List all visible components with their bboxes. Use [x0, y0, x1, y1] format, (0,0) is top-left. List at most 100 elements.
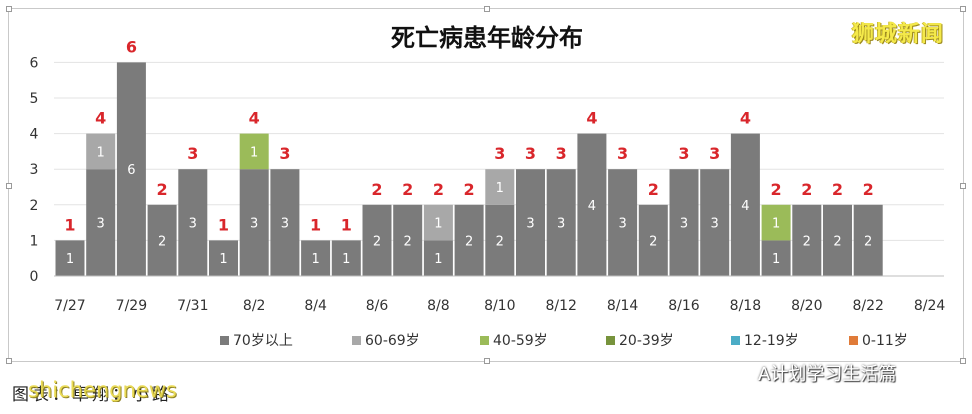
- bar-segment: [454, 204, 484, 276]
- resize-handle-bottom[interactable]: [484, 358, 490, 364]
- total-value-label: 3: [279, 144, 290, 163]
- resize-handle-top-left[interactable]: [6, 6, 12, 12]
- segment-value-label: 3: [281, 217, 289, 232]
- y-tick-label: 1: [30, 233, 39, 249]
- total-value-label: 2: [157, 180, 168, 199]
- bar-segment: [423, 240, 453, 276]
- segment-value-label: 1: [311, 252, 319, 267]
- bar-segment: [485, 169, 515, 205]
- total-value-label: 4: [586, 109, 597, 128]
- x-tick-label: 8/2: [243, 298, 266, 314]
- y-tick-label: 5: [30, 91, 39, 107]
- bar-segment: [86, 169, 116, 276]
- bar-segment: [669, 169, 699, 276]
- chart-caption: 图表：卓翔：小路: [12, 385, 172, 405]
- bar-segment: [853, 204, 883, 276]
- resize-handle-bottom-left[interactable]: [6, 358, 12, 364]
- total-value-label: 3: [678, 144, 689, 163]
- bar-segment: [516, 169, 545, 276]
- bar-segment: [761, 204, 791, 241]
- watermark-english: shichengnews: [28, 378, 177, 402]
- segment-value-label: 2: [158, 234, 166, 249]
- legend-swatch: [849, 336, 858, 345]
- segment-value-label: 1: [434, 217, 442, 232]
- segment-value-label: 1: [772, 217, 780, 232]
- segment-value-label: 1: [434, 252, 442, 267]
- bar-segment: [730, 133, 760, 276]
- segment-value-label: 1: [219, 252, 227, 267]
- bar-segment: [546, 169, 576, 276]
- x-tick-label: 8/12: [545, 298, 576, 314]
- total-value-label: 2: [863, 180, 874, 199]
- y-axis: 0 1 2 3 4 5 6: [30, 55, 39, 285]
- segment-value-label: 1: [772, 252, 780, 267]
- total-value-label: 3: [525, 144, 536, 163]
- x-tick-label: 8/20: [791, 298, 822, 314]
- bar-segment: [761, 240, 791, 276]
- x-tick-label: 8/8: [427, 298, 450, 314]
- bar-segment: [147, 204, 177, 276]
- bar-segment: [638, 204, 668, 276]
- bar-segment: [209, 240, 238, 276]
- watermark-logo: 狮城新闻: [852, 22, 945, 47]
- resize-handle-top-right[interactable]: [960, 6, 966, 12]
- bar-segment: [239, 133, 269, 170]
- total-value-label: 3: [494, 144, 505, 163]
- bar-segment: [331, 240, 361, 276]
- x-tick-label: 8/18: [730, 298, 761, 314]
- segment-value-label: 3: [526, 217, 534, 232]
- bar-segment: [423, 204, 453, 241]
- bar-segment: [823, 204, 852, 276]
- bar-segment: [577, 133, 607, 276]
- resize-handle-top[interactable]: [484, 6, 490, 12]
- total-value-label: 3: [556, 144, 567, 163]
- legend-label: 70岁以上: [233, 333, 293, 349]
- bar-segment: [55, 240, 85, 276]
- bar-segment: [86, 133, 116, 170]
- resize-handle-right[interactable]: [960, 183, 966, 189]
- bar-segment: [178, 169, 208, 276]
- x-tick-label: 8/22: [852, 298, 883, 314]
- segment-value-label: 1: [66, 252, 74, 267]
- total-value-label: 4: [249, 109, 260, 128]
- segment-value-label: 3: [557, 217, 565, 232]
- total-value-label: 2: [648, 180, 659, 199]
- segment-value-label: 2: [803, 234, 811, 249]
- segment-value-label: 1: [97, 145, 105, 160]
- total-value-label: 4: [740, 109, 751, 128]
- segment-value-label: 2: [864, 234, 872, 249]
- resize-handle-bottom-right[interactable]: [960, 358, 966, 364]
- legend-swatch: [480, 336, 489, 345]
- x-tick-label: 8/6: [366, 298, 389, 314]
- total-value-label: 2: [771, 180, 782, 199]
- bar-segment: [485, 204, 515, 276]
- x-tick-label: 8/10: [484, 298, 515, 314]
- total-value-label: 4: [95, 109, 106, 128]
- segment-value-label: 1: [496, 181, 504, 196]
- segment-value-label: 4: [741, 199, 749, 214]
- segment-value-label: 2: [404, 234, 412, 249]
- segment-value-label: 3: [711, 217, 719, 232]
- x-axis: 7/27 7/29 7/31 8/2 8/4 8/6 8/8 8/10 8/12 8/14 8/16…: [54, 275, 945, 314]
- resize-handle-left[interactable]: [6, 183, 12, 189]
- x-tick-label: 8/14: [607, 298, 639, 314]
- total-value-label: 1: [310, 215, 321, 234]
- bar-segment: [700, 169, 730, 276]
- total-value-label: 6: [126, 37, 137, 56]
- bar-segment: [362, 204, 392, 276]
- x-tick-label: 8/16: [668, 298, 700, 314]
- x-tick-label: 8/4: [304, 298, 327, 314]
- legend-swatch: [606, 336, 615, 345]
- y-tick-label: 3: [30, 162, 39, 178]
- legend-label: 40-59岁: [493, 333, 548, 349]
- segment-value-label: 1: [342, 252, 350, 267]
- legend-swatch: [352, 336, 361, 345]
- wechat-icon: [726, 362, 753, 383]
- source-label: A计划学习生活篇: [758, 364, 897, 385]
- segment-value-label: 3: [680, 217, 688, 232]
- segment-value-label: 3: [618, 217, 626, 232]
- segment-value-label: 2: [465, 234, 473, 249]
- segment-value-label: 4: [588, 199, 596, 214]
- total-value-label: 2: [801, 180, 812, 199]
